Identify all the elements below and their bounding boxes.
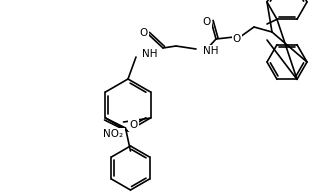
Text: NO₂: NO₂ — [104, 129, 123, 139]
Text: O: O — [233, 34, 241, 44]
Text: NH: NH — [142, 49, 157, 59]
Text: O: O — [129, 120, 137, 130]
Text: O: O — [140, 28, 148, 38]
Text: NH: NH — [203, 46, 219, 56]
Text: O: O — [203, 17, 211, 27]
